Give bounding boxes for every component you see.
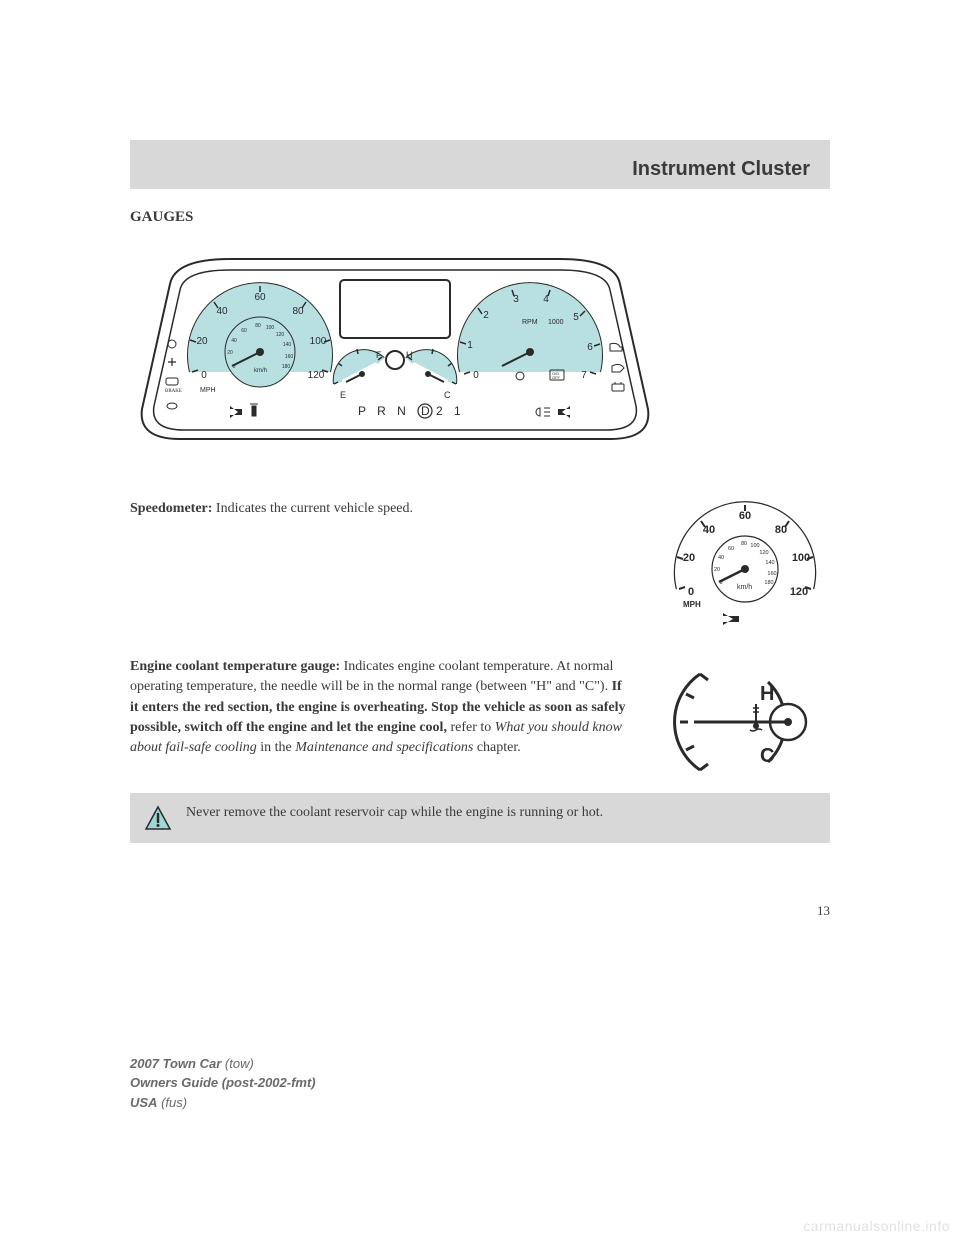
svg-text:0: 0 [473, 370, 479, 381]
speedometer-heading: Speedometer: [130, 501, 212, 516]
coolant-body-2: refer to [447, 720, 495, 735]
coolant-body-3: in the [257, 740, 296, 755]
speedometer-section: Speedometer: Indicates the current vehic… [130, 499, 830, 639]
svg-text:80: 80 [255, 323, 261, 329]
svg-text:5: 5 [573, 312, 579, 323]
svg-text:2: 2 [483, 310, 489, 321]
svg-text:120: 120 [308, 370, 325, 381]
warning-icon [144, 805, 172, 833]
svg-text:140: 140 [283, 342, 292, 348]
svg-text:60: 60 [728, 546, 734, 552]
svg-text:20: 20 [714, 567, 720, 573]
warning-box: Never remove the coolant reservoir cap w… [130, 793, 830, 843]
svg-text:160: 160 [285, 354, 294, 360]
section-title: Instrument Cluster [632, 158, 810, 180]
svg-text:140: 140 [765, 560, 774, 566]
svg-text:C: C [444, 390, 451, 400]
svg-text:H: H [760, 683, 774, 705]
svg-text:0: 0 [201, 370, 207, 381]
svg-text:100: 100 [266, 325, 275, 331]
svg-text:km/h: km/h [254, 368, 267, 374]
footer-line1-rest: (tow) [221, 1056, 254, 1071]
svg-text:7: 7 [581, 370, 587, 381]
coolant-heading: Engine coolant temperature gauge: [130, 659, 340, 674]
svg-text:60: 60 [739, 510, 751, 522]
svg-text:40: 40 [718, 555, 724, 561]
svg-text:MPH: MPH [200, 387, 216, 394]
speedometer-text: Speedometer: Indicates the current vehic… [130, 499, 630, 519]
coolant-text: Engine coolant temperature gauge: Indica… [130, 657, 630, 758]
svg-text:100: 100 [750, 543, 759, 549]
svg-text:RPM: RPM [522, 319, 538, 326]
svg-text:OFF: OFF [552, 375, 561, 380]
speedometer-illustration: 0 20 40 60 80 100 120 0 20 40 60 80 100 … [660, 499, 830, 639]
svg-text:180: 180 [282, 364, 291, 370]
svg-text:D: D [421, 404, 430, 418]
svg-text:120: 120 [276, 332, 285, 338]
footer-line3-rest: (fus) [157, 1095, 187, 1110]
svg-text:6: 6 [587, 342, 593, 353]
coolant-body-4: chapter. [473, 740, 520, 755]
instrument-cluster-diagram: BRAKE 0 20 40 60 80 100 120 [130, 244, 660, 464]
coolant-section: Engine coolant temperature gauge: Indica… [130, 657, 830, 787]
svg-text:20: 20 [683, 552, 695, 564]
coolant-illustration: H C [660, 657, 830, 787]
footer-line3-bold: USA [130, 1095, 157, 1110]
footer-metadata: 2007 Town Car (tow) Owners Guide (post-2… [130, 1054, 316, 1113]
warning-text: Never remove the coolant reservoir cap w… [186, 803, 603, 823]
svg-text:km/h: km/h [737, 584, 752, 591]
svg-text:0: 0 [688, 586, 694, 598]
speedometer-body: Indicates the current vehicle speed. [212, 501, 413, 516]
svg-text:80: 80 [741, 541, 747, 547]
page-number: 13 [130, 903, 830, 919]
svg-text:180: 180 [764, 580, 773, 586]
svg-text:160: 160 [767, 571, 776, 577]
svg-text:2 1: 2 1 [436, 404, 465, 418]
watermark: carmanualsonline.info [803, 1218, 950, 1234]
subheading-gauges: GAUGES [130, 209, 830, 226]
section-title-bar: Instrument Cluster [130, 140, 830, 189]
svg-text:1000: 1000 [548, 319, 564, 326]
svg-text:60: 60 [241, 328, 247, 334]
footer-line1-bold: 2007 Town Car [130, 1056, 221, 1071]
svg-text:20: 20 [227, 350, 233, 356]
coolant-italic-2: Maintenance and specifications [295, 740, 473, 755]
svg-text:40: 40 [231, 338, 237, 344]
svg-text:120: 120 [759, 550, 768, 556]
svg-text:C: C [760, 745, 774, 767]
svg-text:BRAKE: BRAKE [165, 389, 182, 394]
svg-text:MPH: MPH [683, 600, 701, 609]
svg-text:P R N: P R N [358, 404, 410, 418]
svg-text:20: 20 [196, 336, 208, 347]
footer-line2: Owners Guide (post-2002-fmt) [130, 1075, 316, 1090]
svg-text:60: 60 [254, 292, 266, 303]
svg-text:1: 1 [467, 340, 473, 351]
svg-text:E: E [340, 390, 346, 400]
